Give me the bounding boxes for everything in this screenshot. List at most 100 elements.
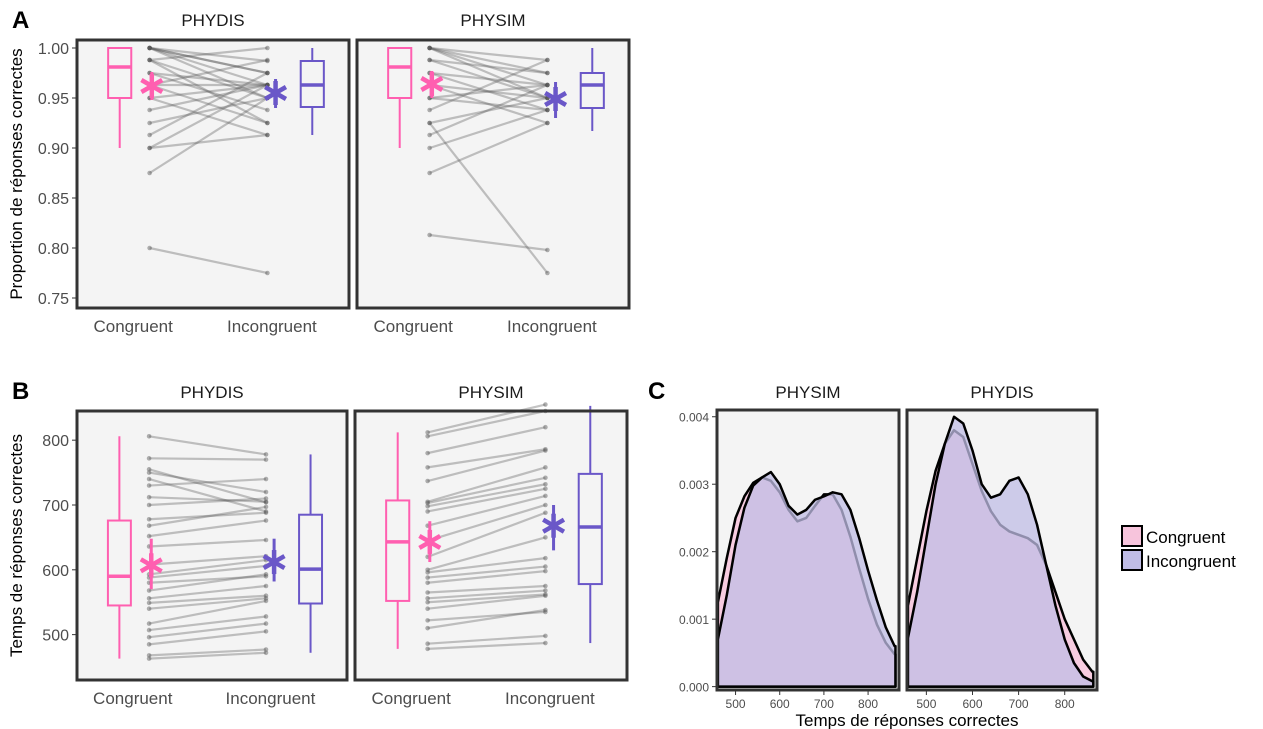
participant-line (149, 83, 268, 100)
participant-point (147, 107, 152, 113)
box-congruent (387, 47, 413, 99)
participant-point (427, 120, 432, 126)
participant-point (146, 606, 152, 611)
participant-point (545, 270, 550, 276)
box-incongruent (577, 472, 603, 586)
participant-point (545, 120, 550, 126)
participant-line (149, 496, 267, 503)
participant-line (427, 570, 546, 584)
participant-point (263, 621, 269, 626)
density-incongruent (717, 470, 897, 688)
participant-line (427, 503, 546, 542)
participant-point (263, 572, 269, 577)
mean-marker-incongruent-stroke (544, 91, 568, 107)
participant-line (149, 46, 268, 87)
legend-label-congruent: Congruent (1146, 528, 1226, 547)
participant-line (149, 83, 268, 125)
participant-point (147, 145, 152, 151)
participant-point (543, 493, 548, 499)
participant-point (263, 510, 269, 516)
participant-point (265, 270, 270, 276)
participant-line (429, 58, 548, 75)
participant-point (425, 625, 430, 631)
x-category-label: Congruent (373, 317, 453, 336)
y-tick-label-A: 0.90 (38, 141, 69, 158)
participant-point (263, 500, 269, 505)
participant-line (427, 409, 546, 438)
participant-point (425, 465, 430, 470)
participant-line (149, 58, 268, 87)
participant-point (545, 57, 550, 63)
y-tick-label-A: 0.75 (38, 291, 69, 308)
participant-point (427, 232, 432, 238)
participant-line (149, 511, 267, 521)
participant-point (425, 606, 430, 611)
mean-marker-congruent (140, 74, 164, 98)
facet-frame (905, 408, 1099, 692)
participant-point (263, 650, 269, 656)
participant-line (149, 46, 268, 100)
x-tick-label-C: 800 (858, 697, 878, 711)
participant-point (263, 614, 269, 619)
participant-point (147, 45, 152, 51)
participant-point (263, 489, 269, 495)
y-tick-label-B: 500 (42, 628, 69, 645)
participant-point (545, 82, 550, 88)
participant-point (147, 57, 152, 63)
x-category-label: Incongruent (227, 317, 317, 336)
y-tick-label-C: 0.001 (679, 613, 709, 627)
participant-point (263, 509, 269, 514)
participant-point (543, 583, 548, 589)
participant-point (147, 45, 152, 51)
participant-point (147, 45, 152, 51)
participant-line (429, 83, 548, 100)
y-tick-label-A: 1.00 (38, 41, 69, 58)
participant-point (425, 646, 430, 652)
participant-point (146, 456, 152, 461)
facet-background (355, 411, 627, 680)
participant-point (543, 510, 548, 516)
participant-line (148, 630, 267, 646)
participant-point (146, 433, 152, 439)
participant-line (149, 46, 268, 75)
x-category-label: Congruent (371, 689, 451, 708)
participant-point (425, 590, 430, 595)
mean-marker-incongruent-stroke (264, 85, 288, 101)
participant-point (425, 618, 430, 623)
participant-line (149, 648, 267, 657)
participant-point (147, 45, 152, 51)
participant-line (149, 72, 268, 136)
participant-point (427, 45, 432, 51)
participant-point (543, 481, 548, 487)
legend-key-incongruent (1121, 549, 1143, 571)
participant-point (263, 593, 269, 599)
facet-title: PHYDIS (181, 11, 244, 30)
participant-line (148, 471, 267, 494)
y-tick-label-C: 0.002 (679, 546, 709, 560)
participant-line (149, 46, 268, 75)
participant-point (263, 457, 269, 462)
participant-point (545, 82, 550, 88)
participant-line (427, 487, 546, 513)
participant-point (263, 476, 269, 482)
participant-line (429, 108, 548, 150)
x-axis-label-C: Temps de réponses correctes (796, 711, 1019, 729)
x-tick-label-C: 700 (814, 697, 834, 711)
participant-line (148, 584, 267, 600)
y-tick-label-A: 0.80 (38, 241, 69, 258)
participant-line (427, 557, 546, 574)
mean-marker-incongruent-stroke (542, 517, 566, 534)
mean-marker-congruent (420, 72, 444, 96)
participant-point (147, 145, 152, 151)
participant-point (265, 57, 270, 63)
participant-point (545, 107, 550, 113)
participant-line (148, 622, 267, 639)
y-axis-label-A: Proportion de réponses correctes (7, 48, 26, 299)
legend-label-incongruent: Incongruent (1146, 552, 1236, 571)
participant-line (149, 497, 267, 507)
participant-line (429, 46, 548, 62)
y-tick-label-B: 700 (42, 498, 69, 515)
participant-line (148, 468, 267, 504)
participant-line (149, 133, 268, 150)
x-tick-label-C: 700 (1009, 697, 1029, 711)
